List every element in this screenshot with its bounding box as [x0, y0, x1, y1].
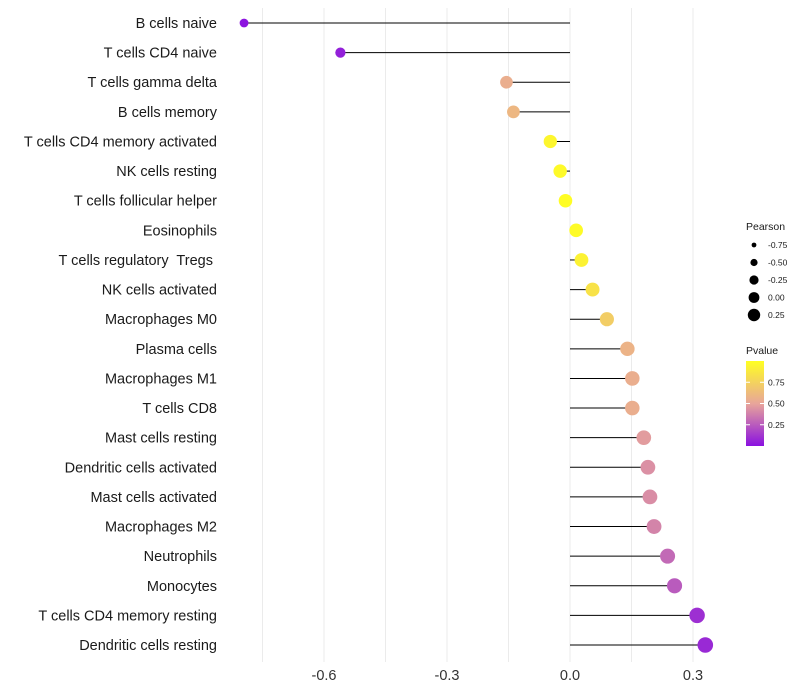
- category-label: NK cells activated: [102, 283, 217, 299]
- category-label: T cells gamma delta: [88, 75, 218, 91]
- category-label: Macrophages M2: [105, 520, 217, 536]
- x-tick-label: -0.3: [435, 668, 460, 684]
- x-tick-label: 0.0: [560, 668, 580, 684]
- category-label: Mast cells activated: [90, 490, 217, 506]
- category-labels: B cells naive T cells CD4 naive T cells ga…: [24, 16, 218, 654]
- category-label: T cells regulatory Tregs: [59, 253, 218, 269]
- data-point: [697, 637, 714, 653]
- data-point: [689, 607, 705, 624]
- category-label: Plasma cells: [136, 342, 217, 358]
- category-label: Monocytes: [147, 579, 217, 595]
- pearson-legend: Pearson -0.75 -0.50 -0.25 0.00 0.25: [746, 221, 788, 322]
- pearson-legend-key: [751, 242, 757, 248]
- pearson-legend-label: 0.00: [768, 293, 785, 303]
- data-point: [335, 47, 346, 58]
- pvalue-legend-label: 0.50: [768, 399, 785, 409]
- grid-lines: [262, 8, 694, 662]
- data-point: [636, 430, 652, 446]
- pvalue-legend-title: Pvalue: [746, 345, 778, 357]
- stems: [244, 22, 706, 646]
- category-label: Dendritic cells resting: [79, 638, 217, 654]
- x-tick-label: 0.3: [683, 668, 703, 684]
- x-tick-label: -0.6: [312, 668, 337, 684]
- data-point: [620, 341, 635, 357]
- data-point: [625, 400, 640, 416]
- data-point: [599, 312, 614, 327]
- category-label: B cells memory: [118, 105, 218, 121]
- data-point: [500, 75, 513, 89]
- pearson-legend-label: -0.75: [768, 240, 788, 250]
- data-point: [569, 223, 583, 238]
- data-point: [574, 253, 589, 267]
- data-point: [558, 193, 573, 208]
- pvalue-legend-label: 0.25: [768, 420, 785, 430]
- pearson-legend-key: [750, 258, 758, 267]
- pearson-legend-title: Pearson: [746, 221, 785, 233]
- data-point: [640, 459, 656, 475]
- category-label: T cells CD4 memory resting: [38, 608, 217, 624]
- category-label: T cells CD8: [142, 401, 217, 417]
- category-label: Mast cells resting: [105, 431, 217, 447]
- category-label: B cells naive: [136, 16, 217, 32]
- data-point: [585, 282, 600, 297]
- pearson-legend-key: [748, 292, 760, 303]
- category-label: Eosinophils: [143, 223, 217, 239]
- data-point: [646, 519, 662, 534]
- data-point: [660, 548, 676, 564]
- pvalue-colorbar: [746, 361, 764, 446]
- data-point: [642, 489, 658, 505]
- pearson-legend-label: -0.25: [768, 275, 788, 285]
- category-label: T cells CD4 naive: [104, 46, 217, 62]
- pearson-legend-label: -0.50: [768, 258, 788, 268]
- data-point: [507, 105, 520, 119]
- data-point: [666, 578, 683, 594]
- pearson-legend-key: [749, 275, 759, 285]
- pearson-legend-label: 0.25: [768, 310, 785, 320]
- x-axis-ticks: -0.6 -0.3 0.0 0.3: [312, 668, 704, 684]
- category-label: Neutrophils: [144, 549, 217, 565]
- category-label: Macrophages M0: [105, 312, 217, 328]
- pearson-legend-key: [747, 308, 761, 322]
- category-label: Dendritic cells activated: [65, 460, 217, 476]
- pvalue-legend: Pvalue 0.75 0.50 0.25: [746, 345, 785, 446]
- pvalue-legend-label: 0.75: [768, 377, 785, 387]
- data-point: [543, 134, 557, 149]
- data-point: [553, 164, 567, 178]
- data-point: [239, 18, 249, 28]
- data-point: [625, 371, 640, 386]
- category-label: T cells CD4 memory activated: [24, 134, 217, 150]
- category-label: Macrophages M1: [105, 371, 217, 387]
- category-label: NK cells resting: [116, 164, 217, 180]
- points: [239, 18, 714, 653]
- category-label: T cells follicular helper: [74, 194, 217, 210]
